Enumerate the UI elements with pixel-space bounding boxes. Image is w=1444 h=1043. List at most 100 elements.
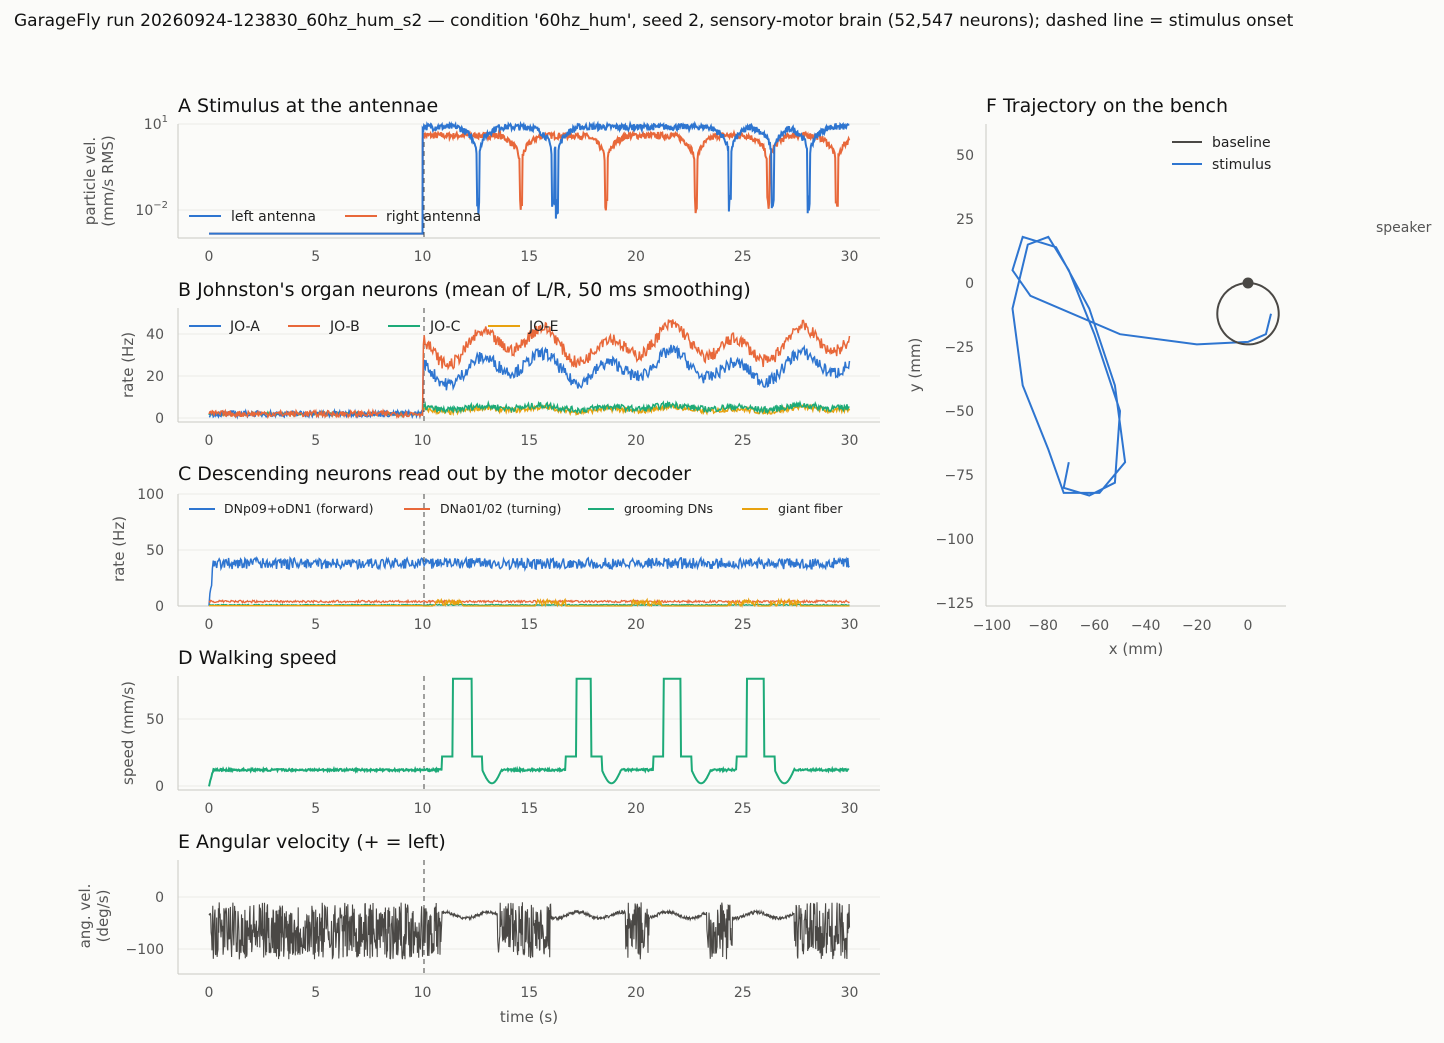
y-tick-c-100: 100 [137, 487, 164, 503]
x-tick-label: 5 [311, 433, 320, 449]
ticks-d: 0 5 10 15 20 25 30 [205, 801, 859, 817]
trajectory-stimulus [1011, 235, 1272, 497]
series-jo-b [208, 319, 851, 420]
series-giant-fiber [209, 597, 850, 609]
legend-grooming: grooming DNs [624, 501, 713, 516]
legend-forward: DNp09+oDN1 (forward) [224, 501, 374, 516]
x-tick-label: 0 [1244, 618, 1253, 634]
x-tick-label: 25 [734, 985, 752, 1001]
y-tick-label: −25 [944, 340, 974, 356]
x-tick-label: −60 [1080, 618, 1110, 634]
x-tick-label: 5 [311, 617, 320, 633]
y-tick-label: −75 [944, 468, 974, 484]
x-tick-label: 15 [520, 433, 538, 449]
y-tick-a-1: 101 [144, 114, 168, 133]
ticks-a: 0 5 10 15 20 25 30 [205, 249, 859, 265]
y-label-c: rate (Hz) [110, 516, 128, 582]
x-tick-label: 0 [205, 985, 214, 1001]
x-tick-label: 20 [627, 617, 645, 633]
x-tick-label: −20 [1182, 618, 1212, 634]
x-tick-label: 30 [841, 801, 859, 817]
series-angular-velocity [208, 902, 851, 960]
legend-right-antenna: right antenna [386, 209, 481, 225]
y-tick-label: −125 [936, 596, 974, 612]
x-tick-label: 30 [841, 985, 859, 1001]
y-tick-c-0: 0 [155, 599, 164, 615]
panel-b: B Johnston's organ neurons (mean of L/R,… [119, 279, 880, 449]
x-label-f: x (mm) [1109, 640, 1164, 658]
y-tick-b-40: 40 [146, 327, 164, 343]
legend-c: DNp09+oDN1 (forward) DNa01/02 (turning) … [189, 501, 843, 516]
x-tick-label: 10 [414, 985, 432, 1001]
y-label-e-2: (deg/s) [94, 890, 112, 943]
legend-baseline: baseline [1212, 135, 1271, 151]
series-left-antenna [209, 120, 850, 235]
x-tick-label: 25 [734, 801, 752, 817]
panel-b-title: B Johnston's organ neurons (mean of L/R,… [178, 279, 751, 301]
panel-d: D Walking speed 50 0 speed (mm/s) 0 5 10 15… [119, 647, 880, 817]
panel-d-title: D Walking speed [178, 647, 337, 669]
y-label-f: y (mm) [906, 338, 924, 393]
panel-e-title: E Angular velocity (+ = left) [178, 831, 446, 853]
x-tick-label: 25 [734, 249, 752, 265]
x-tick-label: 0 [205, 249, 214, 265]
y-tick-label: 50 [956, 148, 974, 164]
panel-c-title: C Descending neurons read out by the mot… [178, 463, 691, 485]
ticks-f: −100 −80 −60 −40 −20 0 50 25 0 −25 −50 −75 −100 −125 [936, 148, 1253, 634]
x-tick-label: 0 [205, 617, 214, 633]
ticks-e: 0 5 10 15 20 25 30 [205, 985, 859, 1001]
legend-b: JO-A JO-B JO-C JO-E [189, 319, 558, 335]
series-speed [208, 677, 850, 787]
panel-a-title: A Stimulus at the antennae [178, 95, 438, 117]
y-tick-e-100: −100 [126, 942, 164, 958]
legend-jo-a: JO-A [229, 319, 260, 335]
x-tick-label: 25 [734, 617, 752, 633]
x-tick-label: 10 [414, 433, 432, 449]
panel-f-title: F Trajectory on the bench [986, 95, 1228, 117]
y-label-a-2: (mm/s RMS) [99, 135, 117, 226]
ticks-c: 0 5 10 15 20 25 30 [205, 617, 859, 633]
y-tick-label: −100 [936, 532, 974, 548]
legend-a: left antenna right antenna [189, 209, 481, 225]
x-tick-label: 5 [311, 249, 320, 265]
y-tick-label: 25 [956, 212, 974, 228]
y-label-b: rate (Hz) [119, 332, 137, 398]
legend-jo-c: JO-C [429, 319, 461, 335]
y-tick-e-0: 0 [155, 890, 164, 906]
x-tick-label: 15 [520, 985, 538, 1001]
series-forward [208, 555, 850, 606]
x-tick-label: 10 [414, 801, 432, 817]
ticks-b: 0 5 10 15 20 25 30 [205, 433, 859, 449]
x-tick-label: 20 [627, 985, 645, 1001]
legend-turning: DNa01/02 (turning) [440, 501, 561, 516]
y-tick-b-20: 20 [146, 369, 164, 385]
legend-left-antenna: left antenna [231, 209, 316, 225]
x-tick-label: 15 [520, 249, 538, 265]
y-tick-d-0: 0 [155, 779, 164, 795]
legend-giant-fiber: giant fiber [778, 501, 843, 516]
y-tick-label: −50 [944, 404, 974, 420]
panel-f: F Trajectory on the bench −100 −80 −60 −40−… [906, 95, 1432, 658]
x-tick-label: 5 [311, 985, 320, 1001]
x-tick-label: 20 [627, 433, 645, 449]
y-label-d: speed (mm/s) [119, 681, 137, 785]
x-tick-label: 30 [841, 433, 859, 449]
legend-stimulus: stimulus [1212, 157, 1271, 173]
trajectory-baseline [1216, 282, 1280, 346]
x-tick-label: 15 [520, 801, 538, 817]
x-tick-label: 0 [205, 801, 214, 817]
panel-c: C Descending neurons read out by the mot… [110, 463, 880, 633]
x-tick-label: −100 [973, 618, 1011, 634]
y-tick-d-50: 50 [146, 712, 164, 728]
x-tick-label: 15 [520, 617, 538, 633]
y-tick-label: 0 [965, 276, 974, 292]
start-point-marker [1242, 277, 1254, 289]
y-tick-c-50: 50 [146, 543, 164, 559]
legend-jo-b: JO-B [329, 319, 360, 335]
y-tick-a-2: 10−2 [135, 200, 168, 219]
x-label-time: time (s) [500, 1008, 558, 1026]
panel-a: A Stimulus at the antennae 101 10−2 part… [81, 95, 880, 265]
x-tick-label: 10 [414, 617, 432, 633]
y-label-a-1: particle vel. [81, 137, 99, 225]
